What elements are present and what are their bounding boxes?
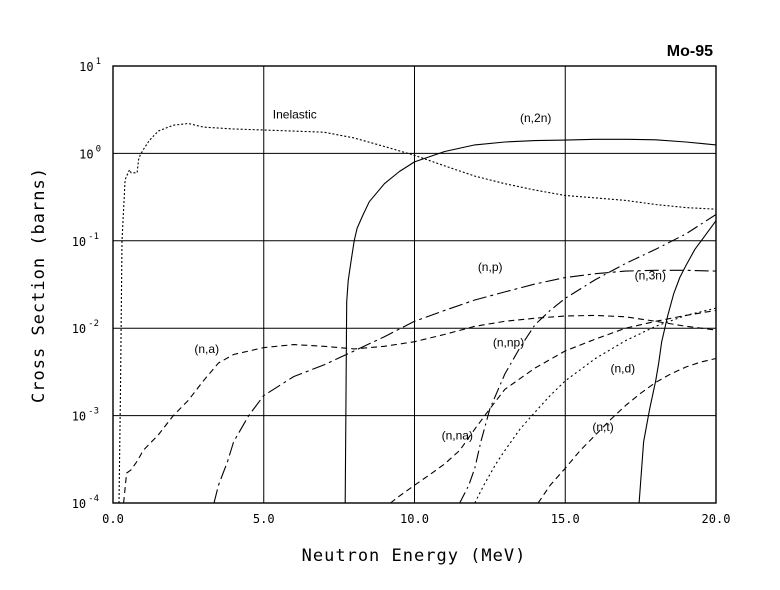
x-tick-label: 15.0	[551, 512, 580, 526]
curve-label-inelastic: Inelastic	[273, 108, 317, 122]
x-axis-ticks: 0.0 5.0 10.0 15.0 20.0	[102, 512, 730, 526]
x-axis-label: Neutron Energy (MeV)	[302, 546, 527, 566]
y-tick-label: 10 -4	[72, 494, 99, 511]
curve-label-n-t: (n,t)	[592, 420, 613, 434]
curve-label-n-p: (n,p)	[478, 260, 503, 274]
y-tick-label: 10 0	[79, 144, 101, 161]
curve-n-2n	[344, 138, 717, 504]
chart-title: Mo-95	[667, 43, 713, 60]
y-tick-label: 10 -1	[72, 232, 99, 249]
curve-n-3n	[638, 220, 717, 504]
curve-n-p	[213, 269, 717, 504]
curve-n-a	[123, 314, 717, 504]
curve-n-t	[537, 357, 717, 504]
y-tick-label: 10 1	[79, 57, 101, 74]
curve-label-n-a: (n,a)	[194, 342, 219, 356]
curve-inelastic	[118, 122, 717, 504]
curve-label-n-np: (n,np)	[493, 335, 524, 349]
y-axis-label: Cross Section (barns)	[29, 167, 49, 403]
curve-labels: Inelastic (n,2n) (n,p) (n,a) (n,np) (n,na) (n,…	[194, 108, 666, 443]
curve-label-n-2n: (n,2n)	[520, 111, 551, 125]
curve-n-d	[474, 307, 717, 504]
x-tick-label: 0.0	[102, 512, 124, 526]
curve-label-n-d: (n,d)	[610, 362, 635, 376]
x-tick-label: 10.0	[400, 512, 429, 526]
x-tick-label: 20.0	[702, 512, 731, 526]
curve-label-n-na: (n,na)	[442, 429, 473, 443]
y-tick-label: 10 -3	[72, 407, 99, 424]
curve-n-na	[390, 309, 717, 504]
y-tick-label: 10 -2	[72, 319, 99, 336]
plot-frame	[112, 65, 717, 504]
x-tick-label: 5.0	[253, 512, 275, 526]
grid-lines	[113, 66, 716, 503]
data-curves	[118, 122, 717, 504]
curve-n-np	[459, 214, 717, 504]
curve-label-n-3n: (n,3n)	[635, 269, 666, 283]
